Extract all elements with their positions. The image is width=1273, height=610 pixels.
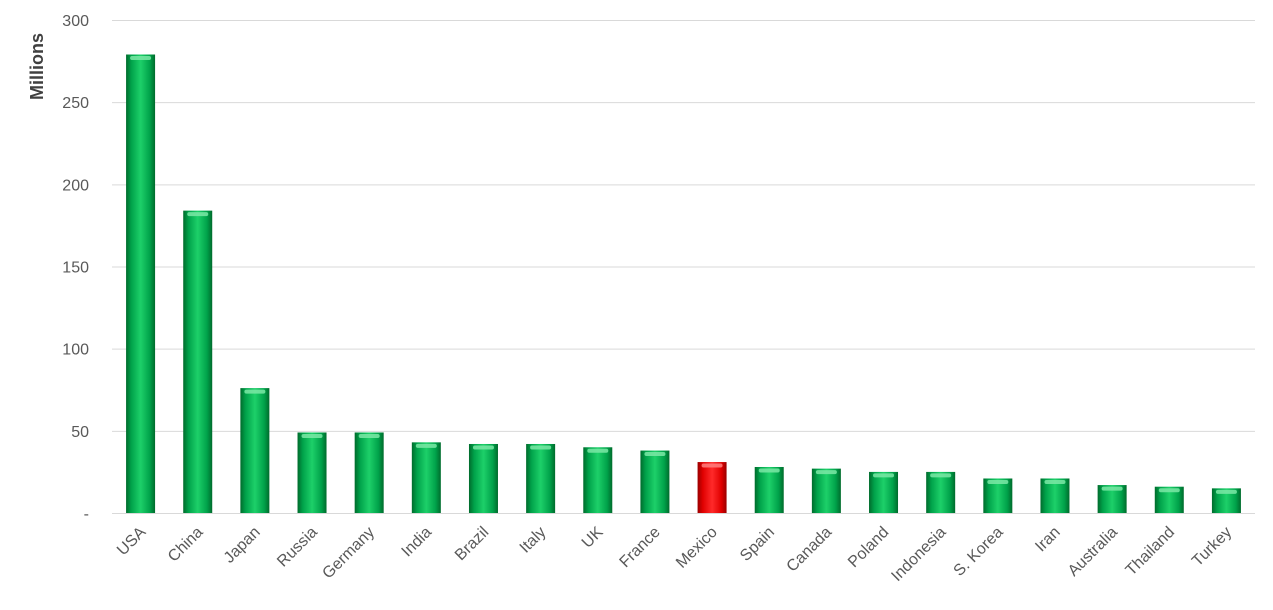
- y-tick-label: 300: [62, 13, 89, 30]
- x-tick-label: Russia: [274, 524, 321, 571]
- x-tick-label: UK: [579, 524, 607, 552]
- bar-highlight: [530, 445, 552, 450]
- x-tick-label: Thailand: [1123, 524, 1178, 579]
- bar-highlight: [644, 452, 666, 457]
- x-tick-label: USA: [114, 524, 150, 560]
- bar-s-korea: [983, 478, 1013, 513]
- bar-india: [411, 442, 441, 513]
- x-tick-label: Iran: [1032, 524, 1064, 556]
- bar-highlight: [1215, 489, 1237, 494]
- x-tick-label: Japan: [221, 524, 264, 567]
- x-tick-label: France: [617, 524, 664, 571]
- x-tick-label: Italy: [517, 524, 550, 557]
- x-tick-label: Brazil: [452, 524, 492, 564]
- y-tick-label: 100: [62, 342, 89, 359]
- x-tick-label: Indonesia: [888, 524, 949, 585]
- bar-highlight: [472, 445, 494, 450]
- bar-highlight: [187, 212, 209, 217]
- x-tick-label: S. Korea: [951, 524, 1007, 580]
- x-tick-label: Mexico: [673, 524, 721, 572]
- bar-mexico: [697, 462, 727, 513]
- bar-poland: [869, 471, 899, 513]
- bar-highlight: [358, 433, 380, 438]
- bar-highlight: [987, 479, 1009, 484]
- bar-uk: [583, 447, 613, 513]
- bar-france: [640, 450, 670, 513]
- bar-highlight: [587, 448, 609, 453]
- y-tick-label: -: [84, 506, 89, 523]
- bar-russia: [297, 432, 327, 513]
- x-tick-label: Turkey: [1189, 524, 1235, 570]
- y-tick-label: 200: [62, 177, 89, 194]
- y-tick-label: 250: [62, 95, 89, 112]
- bars: [126, 54, 1241, 514]
- bar-highlight: [758, 468, 780, 473]
- bar-iran: [1040, 478, 1070, 513]
- bar-highlight: [415, 443, 437, 448]
- x-tick-label: Australia: [1065, 524, 1121, 580]
- x-tick-label: Spain: [737, 524, 778, 565]
- bar-highlight: [930, 473, 952, 478]
- x-tick-label: Canada: [784, 524, 836, 576]
- x-tick-label: Germany: [319, 524, 378, 583]
- bar-highlight: [1044, 479, 1066, 484]
- bar-highlight: [815, 470, 837, 475]
- y-axis-ticks: - 50 100 150 200 250 300: [62, 13, 89, 523]
- bar-spain: [754, 466, 784, 513]
- y-axis-title: Millions: [27, 33, 47, 100]
- bar-highlight: [301, 433, 323, 438]
- bar-highlight: [701, 463, 723, 468]
- y-tick-label: 50: [71, 424, 89, 441]
- gridlines: [112, 20, 1255, 514]
- bar-china: [183, 210, 213, 514]
- bar-germany: [354, 432, 384, 513]
- bar-indonesia: [926, 471, 956, 513]
- bar-brazil: [468, 443, 498, 513]
- y-tick-label: 150: [62, 260, 89, 277]
- bar-highlight: [1158, 488, 1180, 493]
- bar-highlight: [130, 56, 152, 61]
- x-tick-label: India: [399, 524, 436, 561]
- bar-italy: [526, 443, 556, 513]
- bar-highlight: [873, 473, 895, 478]
- bar-japan: [240, 388, 270, 513]
- bar-canada: [811, 468, 841, 513]
- x-tick-label: China: [165, 524, 207, 566]
- x-tick-label: Poland: [845, 524, 892, 571]
- bar-highlight: [244, 389, 266, 394]
- bar-usa: [126, 54, 156, 513]
- bar-highlight: [1101, 486, 1123, 491]
